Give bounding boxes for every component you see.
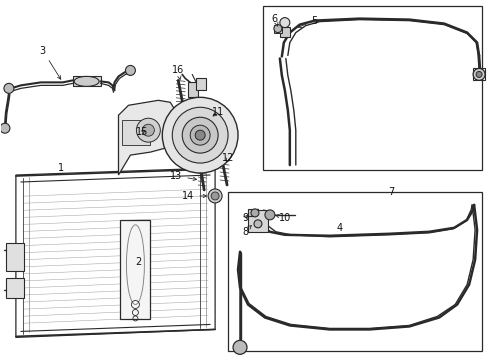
Text: 1: 1 xyxy=(58,163,63,173)
Circle shape xyxy=(279,18,289,28)
Circle shape xyxy=(136,118,160,142)
Text: 7: 7 xyxy=(387,187,394,197)
Circle shape xyxy=(195,130,205,140)
Text: 12: 12 xyxy=(222,153,234,163)
Circle shape xyxy=(273,24,281,32)
Circle shape xyxy=(472,68,484,80)
Circle shape xyxy=(172,107,227,163)
Bar xyxy=(247,209,254,216)
Text: 9: 9 xyxy=(242,213,247,223)
Text: 13: 13 xyxy=(170,171,196,181)
Bar xyxy=(73,76,101,86)
Circle shape xyxy=(162,97,238,173)
Polygon shape xyxy=(118,100,175,175)
Polygon shape xyxy=(16,168,215,337)
Bar xyxy=(279,27,289,37)
Text: 11: 11 xyxy=(211,107,224,117)
Circle shape xyxy=(475,71,481,77)
Text: 15: 15 xyxy=(136,127,148,137)
Ellipse shape xyxy=(74,76,99,86)
Circle shape xyxy=(190,125,210,145)
Circle shape xyxy=(208,189,222,203)
Bar xyxy=(247,210,267,232)
Circle shape xyxy=(264,210,274,220)
Text: 8: 8 xyxy=(242,225,251,237)
Circle shape xyxy=(142,124,154,136)
Text: 3: 3 xyxy=(40,45,61,79)
Text: 6: 6 xyxy=(271,14,277,26)
Circle shape xyxy=(233,340,246,354)
Circle shape xyxy=(4,84,14,93)
Circle shape xyxy=(211,192,219,200)
Bar xyxy=(227,192,481,351)
Bar xyxy=(188,82,198,97)
Bar xyxy=(273,24,281,32)
Text: 4: 4 xyxy=(336,223,342,233)
Text: 5: 5 xyxy=(298,15,317,27)
Circle shape xyxy=(0,123,10,133)
Text: 2: 2 xyxy=(135,257,141,267)
Text: 10: 10 xyxy=(275,213,290,223)
Bar xyxy=(6,278,24,298)
Bar xyxy=(120,220,150,319)
Text: 16: 16 xyxy=(172,66,184,80)
Circle shape xyxy=(250,209,259,217)
Circle shape xyxy=(182,117,218,153)
Bar xyxy=(472,68,484,80)
Circle shape xyxy=(125,66,135,75)
Bar xyxy=(6,243,24,271)
Text: 14: 14 xyxy=(182,191,206,201)
Bar xyxy=(122,120,150,145)
Circle shape xyxy=(253,220,262,228)
Bar xyxy=(263,6,481,170)
Bar xyxy=(196,78,206,90)
